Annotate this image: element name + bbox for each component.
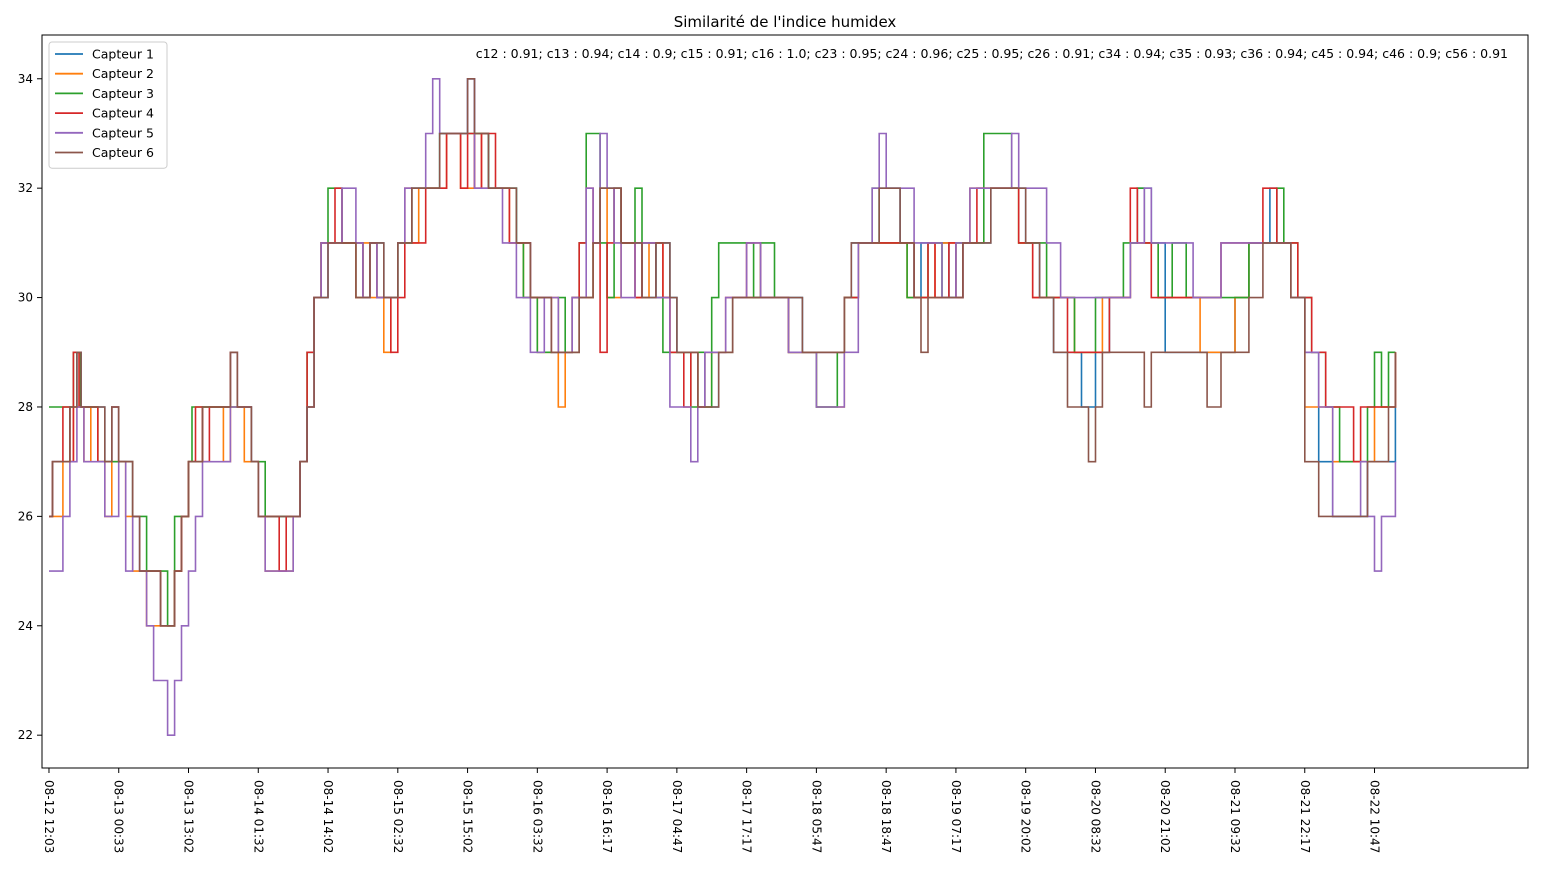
x-tick-label: 08-12 12:03 bbox=[42, 780, 56, 853]
x-tick-label: 08-20 21:02 bbox=[1158, 780, 1172, 853]
plot-area bbox=[41, 34, 1529, 769]
x-tick-label: 08-13 00:33 bbox=[112, 780, 126, 853]
legend: Capteur 1 Capteur 2 Capteur 3 Capteur 4 Capt… bbox=[48, 41, 168, 169]
y-tick-label: 22 bbox=[18, 728, 33, 742]
x-tick-label: 08-20 08:32 bbox=[1089, 780, 1103, 853]
y-tick-label: 32 bbox=[18, 181, 33, 195]
x-tick-label: 08-22 10:47 bbox=[1368, 780, 1382, 853]
x-tick-label: 08-14 01:32 bbox=[251, 780, 265, 853]
y-tick-label: 34 bbox=[18, 72, 33, 86]
x-tick-label: 08-15 15:02 bbox=[461, 780, 475, 853]
legend-label-capteur-6: Capteur 6 bbox=[92, 145, 154, 160]
series-layer bbox=[49, 78, 1397, 736]
y-tick-label: 28 bbox=[18, 400, 33, 414]
legend-label-capteur-2: Capteur 2 bbox=[92, 66, 154, 81]
x-tick-label: 08-18 18:47 bbox=[879, 780, 893, 853]
x-tick-label: 08-21 22:17 bbox=[1298, 780, 1312, 853]
y-tick-label: 30 bbox=[18, 291, 33, 305]
x-tick-label: 08-21 09:32 bbox=[1228, 780, 1242, 853]
x-tick-label: 08-17 17:17 bbox=[740, 780, 754, 853]
legend-label-capteur-3: Capteur 3 bbox=[92, 86, 154, 101]
x-tick-label: 08-13 13:02 bbox=[182, 780, 196, 853]
x-tick-label: 08-15 02:32 bbox=[391, 780, 405, 853]
axis-layer: 22 24 26 28 30 32 34 08-12 12:03 08-13 00:33 08-1… bbox=[18, 72, 1382, 854]
y-tick-label: 26 bbox=[18, 509, 33, 523]
legend-label-capteur-4: Capteur 4 bbox=[92, 106, 154, 121]
x-tick-label: 08-19 07:17 bbox=[949, 780, 963, 853]
x-tick-label: 08-17 04:47 bbox=[670, 780, 684, 853]
legend-label-capteur-1: Capteur 1 bbox=[92, 47, 154, 62]
x-tick-label: 08-16 03:32 bbox=[530, 780, 544, 853]
series-line-capteur-5 bbox=[49, 78, 1397, 736]
x-tick-label: 08-19 20:02 bbox=[1019, 780, 1033, 853]
chart-title: Similarité de l'indice humidex bbox=[674, 13, 897, 31]
similarity-annotation: c12 : 0.91; c13 : 0.94; c14 : 0.9; c15 :… bbox=[476, 46, 1508, 61]
y-tick-label: 24 bbox=[18, 619, 33, 633]
x-tick-label: 08-14 14:02 bbox=[321, 780, 335, 853]
legend-label-capteur-5: Capteur 5 bbox=[92, 125, 154, 140]
series-line-capteur-6 bbox=[49, 78, 1397, 627]
x-tick-label: 08-16 16:17 bbox=[600, 780, 614, 853]
x-tick-label: 08-18 05:47 bbox=[809, 780, 823, 853]
